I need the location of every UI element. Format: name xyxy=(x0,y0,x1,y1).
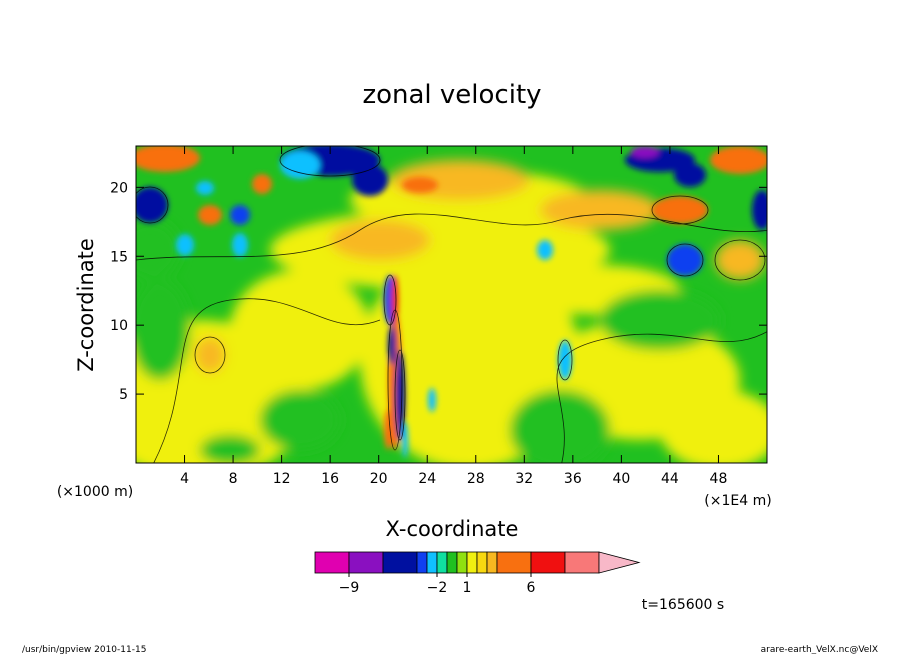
x-tick-label: 24 xyxy=(418,471,436,487)
colorbar: −9 −2 1 6 xyxy=(314,551,641,596)
colorbar-swatch xyxy=(382,551,418,574)
x-tick-label: 12 xyxy=(273,471,291,487)
colorbar-extend-arrow xyxy=(598,551,641,574)
colorbar-label: −9 xyxy=(339,580,360,596)
chart-title: zonal velocity xyxy=(362,80,541,110)
field-green-left-mid xyxy=(136,280,190,380)
x-unit-right: (×1E4 m) xyxy=(704,493,771,509)
field-orange-left xyxy=(198,205,222,225)
field-darkblue-right-edge xyxy=(752,190,767,230)
field-cyan-left-3 xyxy=(196,181,214,195)
field-lightorange-right xyxy=(540,190,660,230)
footer-right: arare-earth_VelX.nc@VelX xyxy=(761,645,878,654)
field-cyan-center xyxy=(558,340,572,380)
y-axis: 5 10 15 20 xyxy=(110,180,767,403)
colorbar-label: −2 xyxy=(427,580,448,596)
x-tick-label: 4 xyxy=(180,471,189,487)
field-orange-center-top xyxy=(402,177,438,193)
x-unit-left: (×1000 m) xyxy=(57,484,133,500)
y-axis-label: Z-coordinate xyxy=(74,238,98,372)
x-tick-label: 36 xyxy=(564,471,582,487)
colorbar-swatch xyxy=(496,551,532,574)
field-orange-top-left xyxy=(136,146,200,172)
field-darkblue-top-2 xyxy=(352,164,388,196)
field-lightorange-right-mid xyxy=(715,240,765,280)
x-tick-label: 48 xyxy=(710,471,728,487)
field-lightorange-left xyxy=(195,337,225,373)
x-tick-label: 16 xyxy=(321,471,339,487)
field-green-mid xyxy=(260,390,340,450)
x-tick-label: 40 xyxy=(612,471,630,487)
colorbar-swatch xyxy=(564,551,600,574)
y-tick-label: 20 xyxy=(110,180,128,196)
x-tick-label: 20 xyxy=(370,471,388,487)
colorbar-swatch xyxy=(530,551,566,574)
field-lightorange-upper xyxy=(330,220,430,260)
x-axis: 4 8 12 16 20 24 28 32 36 40 44 48 xyxy=(180,146,727,487)
x-tick-label: 44 xyxy=(661,471,679,487)
colorbar-label: 1 xyxy=(463,580,472,596)
field-blue-column xyxy=(395,350,405,440)
field-blue-left-edge xyxy=(136,187,168,223)
x-tick-label: 32 xyxy=(515,471,533,487)
field-darkblue-right-upper xyxy=(674,163,706,187)
field-red-column xyxy=(392,275,398,325)
time-label: t=165600 s xyxy=(642,597,724,613)
colorbar-swatch xyxy=(436,551,448,574)
colorbar-swatch xyxy=(426,551,438,574)
colorbar-swatch xyxy=(416,551,428,574)
colorbar-swatch xyxy=(446,551,458,574)
field-cyan-top xyxy=(280,151,320,179)
field-green-left-low xyxy=(200,435,260,463)
field-cyan-right xyxy=(537,240,553,260)
colorbar-swatch xyxy=(476,551,488,574)
y-tick-label: 5 xyxy=(119,387,128,403)
y-tick-label: 10 xyxy=(110,318,128,334)
plot-frame xyxy=(135,145,768,464)
field-orange-column-low xyxy=(384,410,392,450)
field-green-left-top xyxy=(136,220,180,280)
field-orange-top-right xyxy=(710,146,767,174)
field-blue-right xyxy=(667,244,703,276)
field-cyan-left-2 xyxy=(232,233,248,257)
y-tick-label: 15 xyxy=(110,249,128,265)
colorbar-swatch xyxy=(466,551,478,574)
field-yellow-right-low xyxy=(660,390,767,463)
colorbar-swatch xyxy=(314,551,350,574)
field-blue-left xyxy=(230,205,250,225)
plot-area xyxy=(136,146,767,463)
field-yellow-center-left xyxy=(230,270,370,390)
colorbar-swatch xyxy=(348,551,384,574)
field-blue-column-low xyxy=(402,422,408,458)
x-axis-label: X-coordinate xyxy=(386,517,519,541)
x-tick-label: 8 xyxy=(229,471,238,487)
colorbar-label: 6 xyxy=(527,580,536,596)
colorbar-swatch xyxy=(456,551,468,574)
x-tick-label: 28 xyxy=(467,471,485,487)
colorbar-swatch xyxy=(486,551,498,574)
field-orange-left-2 xyxy=(252,174,272,194)
field-cyan-left xyxy=(176,234,194,256)
field-purple-top-right xyxy=(631,146,659,158)
footer-left: /usr/bin/gpview 2010-11-15 xyxy=(22,645,146,654)
field-cyan-center-2 xyxy=(428,388,436,412)
field-green-right-mid xyxy=(600,290,720,350)
field-orange-right xyxy=(652,196,708,224)
field-green-center-right xyxy=(510,390,610,463)
